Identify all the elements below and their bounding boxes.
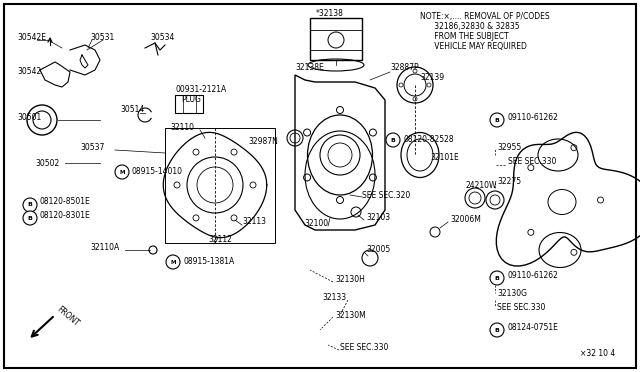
Text: 32101E: 32101E xyxy=(430,154,459,163)
Circle shape xyxy=(490,271,504,285)
Text: 32955: 32955 xyxy=(497,144,521,153)
Text: 32006M: 32006M xyxy=(450,215,481,224)
Text: 24210W: 24210W xyxy=(465,182,497,190)
Text: 30501: 30501 xyxy=(17,113,41,122)
Text: 08124-0751E: 08124-0751E xyxy=(508,324,559,333)
Text: SEE SEC.330: SEE SEC.330 xyxy=(497,302,545,311)
Bar xyxy=(175,95,203,113)
Circle shape xyxy=(386,133,400,147)
Text: 09110-61262: 09110-61262 xyxy=(508,272,559,280)
Text: 32130G: 32130G xyxy=(497,289,527,298)
Text: M: M xyxy=(170,260,176,264)
Circle shape xyxy=(490,113,504,127)
Text: B: B xyxy=(495,276,499,280)
Text: 32139: 32139 xyxy=(420,74,444,83)
Circle shape xyxy=(166,255,180,269)
Text: 32133: 32133 xyxy=(322,294,346,302)
Text: 30502: 30502 xyxy=(35,158,60,167)
Circle shape xyxy=(115,165,129,179)
Text: 08120-8301E: 08120-8301E xyxy=(40,211,91,219)
Text: 30531: 30531 xyxy=(90,32,115,42)
Text: SEE SEC.320: SEE SEC.320 xyxy=(362,190,410,199)
Text: 32186,32830 & 32835: 32186,32830 & 32835 xyxy=(420,22,520,31)
Text: VEHICLE MAY REQUIRED: VEHICLE MAY REQUIRED xyxy=(420,42,527,51)
Text: 32005: 32005 xyxy=(366,246,390,254)
Text: 08120-82528: 08120-82528 xyxy=(403,135,454,144)
Text: 08915-14010: 08915-14010 xyxy=(132,167,183,176)
Text: B: B xyxy=(28,202,33,208)
Text: SEE SEC.330: SEE SEC.330 xyxy=(340,343,388,353)
Text: 08915-1381A: 08915-1381A xyxy=(183,257,234,266)
Text: FRONT: FRONT xyxy=(55,305,81,328)
Text: 30542E: 30542E xyxy=(17,32,46,42)
Text: 30537: 30537 xyxy=(80,144,104,153)
Text: FROM THE SUBJECT: FROM THE SUBJECT xyxy=(420,32,509,41)
Circle shape xyxy=(490,323,504,337)
Text: B: B xyxy=(495,118,499,122)
Text: *32138: *32138 xyxy=(316,10,344,19)
Text: 08120-8501E: 08120-8501E xyxy=(40,198,91,206)
Text: 32110A: 32110A xyxy=(90,244,119,253)
Text: 32275: 32275 xyxy=(497,177,521,186)
Circle shape xyxy=(23,211,37,225)
Text: SEE SEC.330: SEE SEC.330 xyxy=(508,157,556,167)
Text: NOTE:×,.... REMOVAL OF P/CODES: NOTE:×,.... REMOVAL OF P/CODES xyxy=(420,12,550,21)
Text: 32987N: 32987N xyxy=(248,138,278,147)
Text: 32103: 32103 xyxy=(366,214,390,222)
Text: 30542: 30542 xyxy=(17,67,41,77)
Circle shape xyxy=(23,198,37,212)
Text: 32112: 32112 xyxy=(208,235,232,244)
Text: 32100: 32100 xyxy=(304,219,328,228)
Text: B: B xyxy=(28,215,33,221)
Text: B: B xyxy=(390,138,396,142)
Text: B: B xyxy=(495,327,499,333)
Text: 09110-61262: 09110-61262 xyxy=(508,113,559,122)
Text: 32887P: 32887P xyxy=(390,64,419,73)
Text: PLUG: PLUG xyxy=(181,96,201,105)
Text: 32110: 32110 xyxy=(170,122,194,131)
Text: 32113: 32113 xyxy=(242,218,266,227)
Text: ×32 10 4: ×32 10 4 xyxy=(580,349,615,358)
Bar xyxy=(165,128,275,243)
Text: 30514: 30514 xyxy=(120,106,144,115)
Text: 32130M: 32130M xyxy=(335,311,365,320)
Bar xyxy=(310,18,362,60)
Text: 32138E: 32138E xyxy=(295,64,324,73)
Text: 32130H: 32130H xyxy=(335,276,365,285)
Text: M: M xyxy=(119,170,125,174)
Text: 30534: 30534 xyxy=(150,32,174,42)
Text: 00931-2121A: 00931-2121A xyxy=(175,86,227,94)
